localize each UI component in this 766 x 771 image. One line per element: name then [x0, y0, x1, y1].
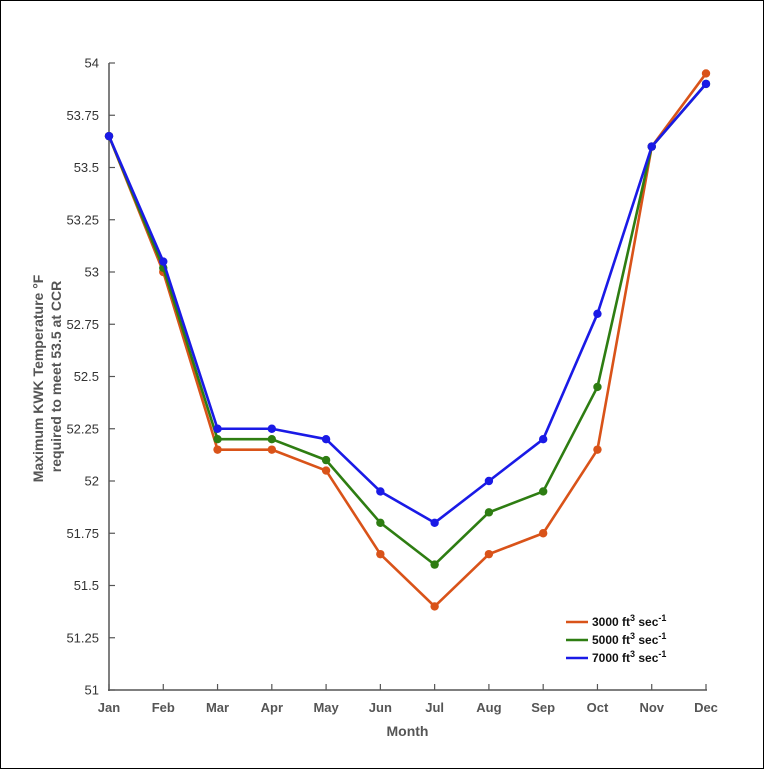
data-point	[376, 518, 385, 527]
data-point	[701, 79, 711, 89]
data-point	[538, 487, 548, 496]
data-point	[593, 382, 602, 392]
data-point	[430, 518, 439, 527]
data-point	[159, 257, 168, 266]
x-tick-label: Aug	[476, 700, 501, 715]
series-0	[104, 69, 711, 611]
axes: 51 51.25 51.5 51.75 52 52.25 52.5 52.75 53 53.25 5…	[66, 56, 717, 716]
y-tick-label: 52	[85, 474, 99, 489]
x-tick-label: Jun	[369, 700, 392, 715]
x-axis-title: Month	[387, 723, 429, 739]
data-point	[267, 445, 277, 454]
series-line	[107, 72, 708, 608]
data-point	[213, 424, 222, 433]
series-group	[104, 69, 711, 611]
data-point	[321, 455, 331, 465]
x-tick-label: Oct	[587, 700, 609, 715]
y-tick-label: 51.75	[66, 526, 99, 541]
y-tick-label: 51.25	[66, 630, 99, 645]
x-tick-label: Sep	[531, 700, 555, 715]
data-point	[701, 69, 711, 78]
y-tick-label: 51.5	[74, 578, 99, 593]
data-point	[538, 435, 548, 444]
x-tick-label: Nov	[639, 700, 664, 715]
y-tick-label: 53.25	[66, 212, 99, 227]
data-point	[321, 435, 331, 444]
data-point	[484, 549, 494, 559]
y-tick-label: 53	[85, 265, 99, 280]
y-tick-label: 53.5	[74, 160, 99, 175]
x-tick-label: Jul	[425, 700, 444, 715]
data-point	[647, 142, 656, 151]
y-tick-label: 53.75	[66, 108, 99, 123]
y-tick-label: 52.75	[66, 317, 99, 332]
y-axis-title-line2: required to meet 53.5 at CCR	[48, 281, 64, 472]
legend-label: 3000 ft3 sec-1	[592, 613, 666, 629]
data-point	[430, 602, 439, 611]
series-line	[107, 83, 707, 525]
legend-label: 7000 ft3 sec-1	[592, 649, 666, 665]
x-tick-label: Apr	[261, 700, 283, 715]
data-point	[321, 466, 331, 475]
x-tick-label: May	[313, 700, 339, 715]
data-point	[104, 131, 114, 141]
y-axis-title: Maximum KWK Temperature °F required to m…	[30, 271, 64, 482]
data-point	[484, 508, 494, 517]
data-point	[593, 309, 602, 318]
data-point	[267, 424, 277, 433]
data-point	[376, 549, 385, 559]
x-tick-label: Mar	[206, 700, 229, 715]
series-2	[104, 79, 711, 527]
x-tick-label: Dec	[694, 700, 718, 715]
data-point	[213, 445, 222, 454]
y-tick-label: 54	[85, 56, 99, 71]
data-point	[376, 487, 385, 496]
data-point	[213, 435, 222, 444]
data-point	[538, 529, 548, 538]
data-point	[267, 435, 277, 444]
legend: 3000 ft3 sec-1 5000 ft3 sec-1 7000 ft3 sec…	[566, 613, 666, 665]
y-axis-title-line1: Maximum KWK Temperature °F	[30, 274, 46, 482]
series-line	[107, 83, 707, 566]
data-point	[484, 476, 494, 486]
y-tick-label: 51	[85, 683, 99, 698]
data-point	[593, 445, 602, 454]
y-tick-label: 52.25	[66, 421, 99, 436]
y-tick-label: 52.5	[74, 369, 99, 384]
x-tick-label: Feb	[152, 700, 175, 715]
x-tick-label: Jan	[98, 700, 120, 715]
legend-label: 5000 ft3 sec-1	[592, 631, 666, 647]
data-point	[430, 560, 439, 569]
